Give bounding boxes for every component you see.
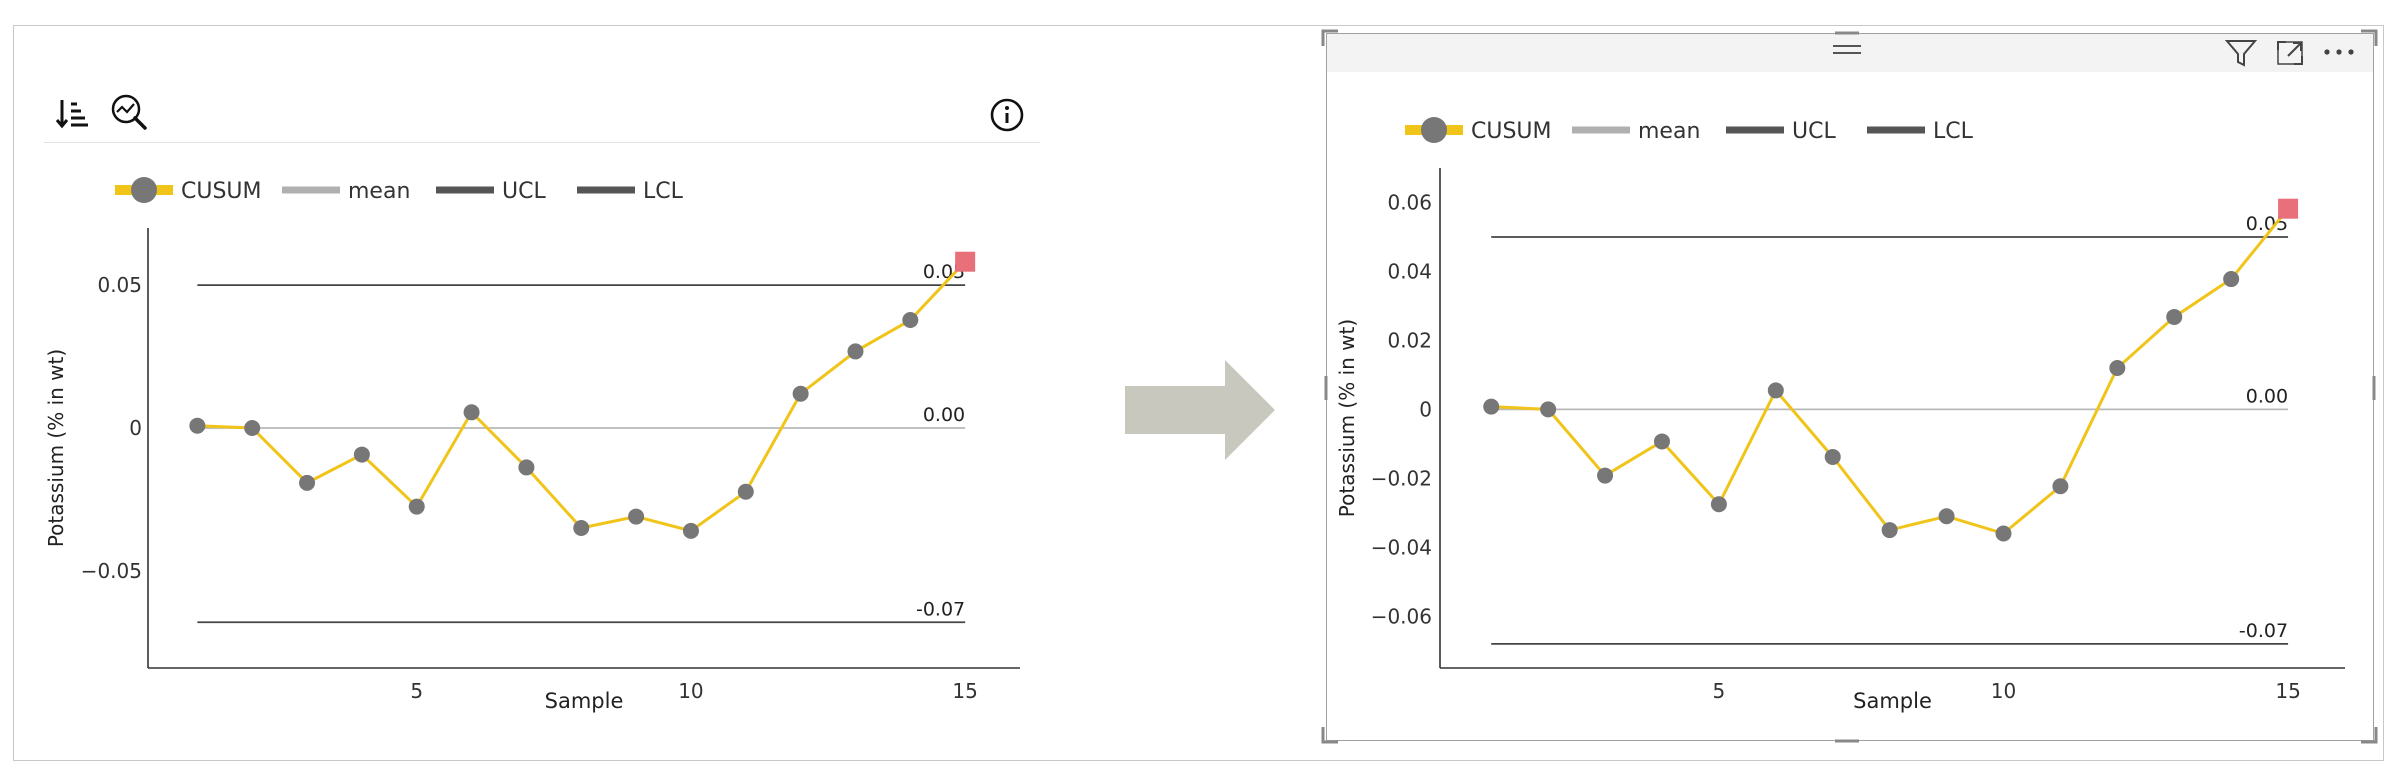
visual-toolbar — [44, 88, 1040, 143]
y-tick-label: −0.04 — [1371, 535, 1432, 559]
x-tick-label: 5 — [410, 679, 423, 703]
y-tick-label: −0.05 — [81, 559, 142, 583]
cusum-point — [792, 385, 809, 402]
resize-handle-right[interactable] — [2369, 375, 2379, 401]
legend-item-ucl: UCL — [1726, 119, 1836, 144]
canvas-frame — [13, 25, 2384, 761]
cusum-line — [1491, 207, 2290, 536]
legend-marker-cusum — [1421, 117, 1447, 143]
out-of-control-point — [955, 251, 976, 272]
cusum-point — [463, 404, 480, 421]
more-options-icon[interactable] — [2322, 44, 2356, 64]
resize-handle-top[interactable] — [1834, 28, 1860, 38]
legend-item-cusum: CUSUM — [115, 177, 262, 204]
resize-handle-bottom-right[interactable] — [2358, 724, 2380, 746]
y-axis-label: Potassium (% in wt) — [1335, 319, 1359, 517]
cusum-point — [1710, 496, 1727, 513]
magnify-chart-icon[interactable] — [108, 92, 150, 138]
cusum-point — [737, 483, 754, 500]
cusum-point — [628, 508, 645, 525]
filter-icon[interactable] — [2224, 38, 2258, 72]
chart-legend: CUSUM mean UCL LCL — [115, 177, 684, 204]
legend-label-ucl: UCL — [1792, 119, 1836, 144]
legend-label-cusum: CUSUM — [1471, 119, 1552, 144]
cusum-point — [189, 417, 206, 434]
legend-label-cusum: CUSUM — [181, 179, 262, 204]
y-tick-label: 0.04 — [1387, 259, 1432, 283]
transition-arrow-icon — [1125, 360, 1275, 464]
cusum-point — [2109, 360, 2126, 376]
legend-label-mean: mean — [348, 179, 410, 204]
cusum-point — [518, 459, 535, 476]
legend-label-lcl: LCL — [643, 179, 684, 204]
x-tick-label: 15 — [952, 679, 977, 703]
legend-item-lcl: LCL — [577, 179, 684, 204]
x-tick-label: 10 — [1991, 679, 2016, 703]
y-tick-label: −0.02 — [1371, 466, 1432, 490]
legend-item-mean: mean — [282, 179, 410, 204]
cusum-point — [1653, 433, 1670, 450]
cusum-point — [2166, 308, 2183, 325]
cusum-point — [682, 522, 699, 539]
cusum-point — [2223, 271, 2240, 288]
y-tick-label: 0.05 — [97, 273, 142, 297]
info-icon[interactable] — [988, 96, 1026, 138]
y-tick-label: 0.02 — [1387, 328, 1432, 352]
x-tick-label: 15 — [2275, 679, 2300, 703]
y-tick-label: 0.06 — [1387, 190, 1432, 214]
legend-item-lcl: LCL — [1867, 119, 1974, 144]
cusum-point — [1995, 525, 2012, 542]
resize-handle-bottom[interactable] — [1834, 736, 1860, 746]
cusum-point — [1824, 448, 1841, 465]
mean-value-label: 0.00 — [923, 404, 965, 426]
cusum-point — [573, 520, 590, 536]
legend-item-mean: mean — [1572, 119, 1700, 144]
y-tick-label: −0.06 — [1371, 604, 1432, 628]
legend-item-ucl: UCL — [436, 179, 546, 204]
sort-descending-icon[interactable] — [54, 94, 92, 136]
y-tick-label: 0 — [129, 416, 142, 440]
cusum-point — [353, 446, 370, 463]
cusum-point — [408, 498, 425, 515]
legend-label-lcl: LCL — [1933, 119, 1974, 144]
cusum-point — [1597, 467, 1614, 484]
legend-label-ucl: UCL — [502, 179, 546, 204]
lcl-value-label: -0.07 — [2239, 620, 2288, 642]
x-axis-label: Sample — [545, 689, 624, 713]
lcl-value-label: -0.07 — [916, 598, 965, 620]
cusum-point — [1938, 508, 1955, 525]
cusum-point — [902, 312, 919, 328]
x-tick-label: 10 — [678, 679, 703, 703]
resize-handle-bottom-left[interactable] — [1320, 724, 1342, 746]
cusum-point — [1483, 398, 1500, 415]
y-axis-label: Potassium (% in wt) — [44, 349, 68, 547]
drag-handle-icon[interactable] — [1831, 40, 1863, 64]
cusum-line — [197, 260, 967, 533]
out-of-control-point — [2278, 198, 2299, 219]
y-tick-label: 0 — [1419, 397, 1432, 421]
resize-handle-top-right[interactable] — [2358, 28, 2380, 50]
x-axis-label: Sample — [1853, 689, 1932, 713]
legend-label-mean: mean — [1638, 119, 1700, 144]
chart-right: CUSUM mean UCL LCL 0.06 0.04 0.02 0 −0.02 −0.04 −0… — [1335, 117, 2345, 713]
cusum-point — [847, 343, 864, 360]
ucl-value-label: 0.05 — [923, 261, 965, 283]
cusum-point — [299, 474, 316, 491]
chart-left: CUSUM mean UCL LCL 0.05 0 −0.05 5 10 15 Sample Pota… — [44, 177, 1020, 713]
cusum-point — [2052, 478, 2069, 495]
chart-legend: CUSUM mean UCL LCL — [1405, 117, 1974, 144]
cusum-point — [1540, 401, 1557, 418]
x-tick-label: 5 — [1713, 679, 1726, 703]
resize-handle-top-left[interactable] — [1320, 28, 1342, 50]
cusum-point — [244, 420, 261, 436]
resize-handle-left[interactable] — [1321, 375, 1331, 401]
legend-item-cusum: CUSUM — [1405, 117, 1552, 144]
mean-value-label: 0.00 — [2246, 385, 2288, 407]
ucl-value-label: 0.05 — [2246, 213, 2288, 235]
cusum-point — [1767, 382, 1784, 399]
legend-marker-cusum — [131, 177, 157, 203]
cusum-point — [1881, 522, 1898, 539]
focus-mode-icon[interactable] — [2274, 38, 2306, 72]
